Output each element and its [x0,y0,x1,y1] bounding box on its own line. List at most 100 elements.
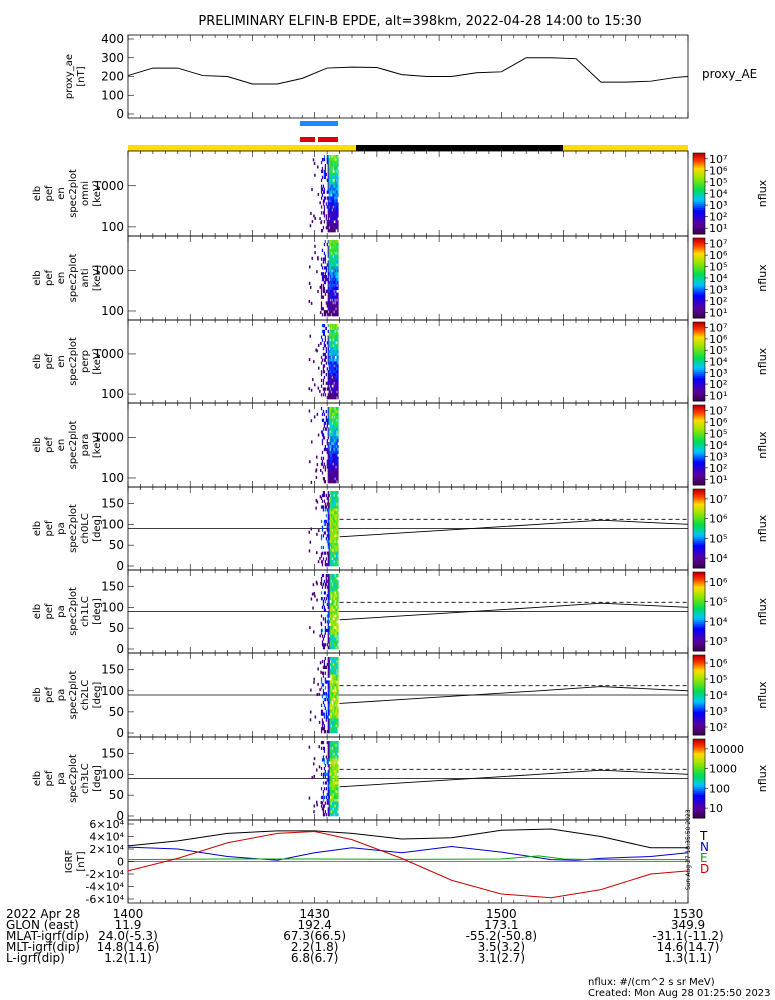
spectrogram-cell [336,807,338,811]
spectrogram-cell [324,172,327,177]
spectrogram-cell [323,242,326,247]
spectrogram-cell [337,269,339,273]
spectrogram-cell [334,445,336,449]
spectrogram-cell [337,599,339,604]
spectrogram-cell [328,608,330,612]
colorbar-tick-label: 10⁷ [709,322,727,335]
spectrogram-cell [332,430,334,434]
spectrogram-cell [333,332,335,336]
spectrogram-cell [320,292,323,296]
spectrogram-cell [321,493,324,498]
spectrogram-cell [330,367,332,371]
spectrogram-cell [332,393,334,397]
spectrogram-cell [327,689,329,693]
spectrogram-cell [331,674,333,678]
spectrogram-cell [337,187,339,191]
spectrogram-cell [327,594,329,598]
spectrogram-cell [335,370,337,374]
spectrogram-cell [337,347,339,351]
colorbar-swatch [693,262,705,265]
spectrogram-cell [308,299,311,303]
spectrogram-cell [337,611,339,615]
spectrogram-cell [316,532,318,536]
colorbar-swatch [693,679,705,682]
spectrogram-cell [334,442,336,446]
spectrogram-cell [334,412,336,417]
spectrogram-cell [334,169,336,174]
spectrogram-cell [336,727,338,731]
spectrogram-cell [332,381,334,385]
spectrogram-cell [325,813,327,817]
spectrogram-cell [313,757,316,761]
spectrogram-cell [331,787,333,791]
y-axis-label-line: ch2LC [80,680,91,711]
spectrogram-cell [327,280,329,285]
spectrogram-cell [327,202,329,206]
spectrogram-cell [321,574,324,578]
spectrogram-cell [335,361,337,365]
colorbar-swatch [693,639,705,642]
spectrogram-cell [334,557,336,561]
spectrogram-cell [325,718,327,722]
spectrogram-cell [337,254,339,258]
spectrogram-cell [337,646,339,650]
spectrogram-cell [327,421,329,425]
spectrogram-cell [334,522,336,526]
spectrogram-cell [329,453,331,457]
colorbar-swatch [693,687,705,690]
spectrogram-cell [321,643,324,647]
spectrogram-cell [310,388,313,392]
spectrogram-cell [332,545,334,549]
spectrogram-cell [328,643,330,647]
spectrogram-cell [313,161,316,165]
spectrogram-cell [336,208,338,212]
spectrogram-cell [322,775,325,779]
spectrogram-cell [321,275,324,279]
spectrogram-cell [322,477,325,481]
spectrogram-cell [334,326,336,331]
spectrogram-cell [327,784,329,788]
spectrogram-cell [337,378,339,382]
spectrogram-cell [331,381,333,385]
colorbar-swatch [693,806,705,809]
colorbar-swatch [693,597,705,601]
spectrogram-cell [336,355,338,359]
spectrogram-cell [336,522,338,526]
spectrogram-cell [337,659,339,664]
spectrogram-cell [335,668,337,672]
spectrogram-cell [333,217,335,221]
spectrogram-cell [321,187,324,191]
spectrogram-cell [329,269,331,273]
spectrogram-cell [336,295,338,299]
spectrogram-cell [335,199,337,203]
spectrogram-cell [331,310,333,314]
spectrogram-cell [331,286,333,290]
spectrogram-cell [327,157,329,162]
spectrogram-cell [325,349,327,354]
spectrogram-cell [336,163,338,168]
igrf-series-T [127,828,688,849]
spectrogram-cell [322,157,325,162]
spectrogram-cell [327,540,329,544]
spectrogram-cell [330,807,332,811]
spectrogram-cell [328,787,330,791]
spectrogram-cell [327,220,329,224]
spectrogram-cell [322,746,325,750]
spectrogram-cell [337,766,339,771]
spectrogram-cell [330,433,332,437]
spectrogram-cell [326,205,328,209]
spectrogram-cell [335,332,337,336]
spectrogram-cell [309,460,311,464]
spectrogram-cell [335,537,337,541]
spectrogram-cell [333,769,335,774]
spectrogram-cell [336,223,338,227]
spectrogram-cell [333,686,335,690]
spectrogram-cell [336,560,338,564]
spectrogram-cell [328,248,330,252]
spectrogram-cell [329,205,331,209]
spectrogram-cell [326,178,328,182]
spectrogram-cell [334,307,336,311]
colorbar-swatch [693,560,705,563]
spectrogram-cell [335,163,337,168]
